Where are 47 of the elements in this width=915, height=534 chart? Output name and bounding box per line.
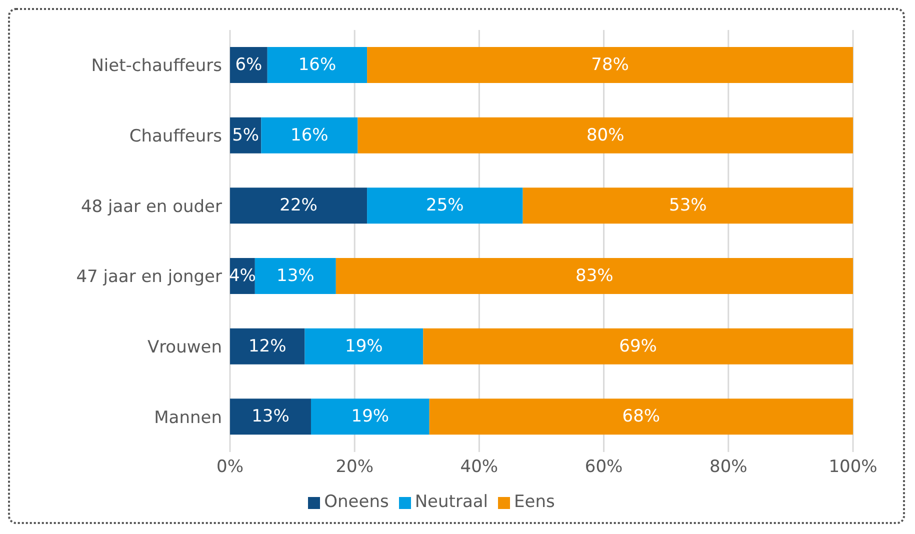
bar — [336, 258, 853, 294]
data-label: 16% — [298, 55, 336, 75]
bar — [304, 328, 424, 364]
data-label: 83% — [576, 266, 614, 286]
x-tick-label: 80% — [710, 457, 748, 478]
bar — [423, 328, 853, 364]
x-tick-label: 60% — [584, 457, 623, 478]
data-label: 53% — [669, 196, 707, 216]
bar — [230, 398, 311, 435]
bar — [310, 398, 430, 435]
legend-label: Eens — [514, 492, 555, 512]
data-label: 6% — [235, 55, 262, 75]
y-tick-label: Mannen — [154, 408, 222, 428]
y-tick-label: 47 jaar en jonger — [76, 267, 222, 288]
y-tick-label: Niet-chauffeurs — [91, 56, 222, 76]
data-label: 68% — [622, 406, 660, 427]
bar — [267, 47, 368, 83]
data-label: 25% — [426, 196, 464, 216]
bar — [358, 117, 853, 154]
bar — [230, 188, 368, 224]
legend-label: Oneens — [324, 492, 389, 512]
y-tick-label: Chauffeurs — [129, 126, 222, 147]
data-label: 80% — [586, 125, 624, 146]
bar — [429, 398, 853, 435]
y-tick-label: 48 jaar en ouder — [80, 196, 222, 217]
data-label: 13% — [252, 406, 290, 427]
data-label: 69% — [619, 336, 657, 356]
bar — [367, 47, 853, 83]
bar — [261, 117, 358, 154]
data-label: 12% — [248, 336, 286, 356]
y-tick-label: Vrouwen — [147, 338, 222, 358]
data-label: 22% — [280, 196, 318, 216]
x-tick-label: 40% — [460, 457, 498, 478]
data-label: 78% — [591, 55, 629, 75]
data-label: 13% — [276, 266, 314, 286]
bar — [367, 188, 523, 224]
legend-label: Neutraal — [414, 492, 488, 512]
data-label: 19% — [351, 406, 390, 427]
data-label: 19% — [345, 336, 383, 356]
bar — [230, 328, 305, 364]
x-tick-label: 0% — [216, 457, 244, 478]
x-tick-label: 100% — [828, 457, 878, 478]
bar — [254, 258, 336, 294]
data-label: 5% — [232, 125, 260, 146]
x-tick-label: 20% — [336, 457, 374, 478]
data-label: 16% — [290, 125, 328, 146]
bar — [522, 188, 853, 224]
